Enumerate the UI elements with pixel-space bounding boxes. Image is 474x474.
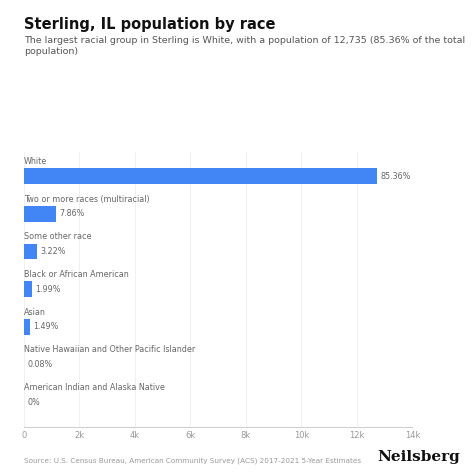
Text: 7.86%: 7.86% [60, 210, 85, 219]
Text: 3.22%: 3.22% [40, 247, 66, 256]
Text: 0%: 0% [27, 398, 40, 407]
Text: Two or more races (multiracial): Two or more races (multiracial) [24, 195, 149, 204]
Text: 1.99%: 1.99% [35, 285, 61, 293]
Text: Source: U.S. Census Bureau, American Community Survey (ACS) 2017-2021 5-Year Est: Source: U.S. Census Bureau, American Com… [24, 457, 361, 464]
Text: White: White [24, 157, 47, 166]
Bar [24, 281, 32, 297]
Text: Black or African American: Black or African American [24, 270, 128, 279]
Text: American Indian and Alaska Native: American Indian and Alaska Native [24, 383, 164, 392]
Text: Native Hawaiian and Other Pacific Islander: Native Hawaiian and Other Pacific Island… [24, 345, 195, 354]
Text: Some other race: Some other race [24, 232, 91, 241]
Bar [24, 319, 30, 335]
Bar [24, 206, 56, 222]
Text: Sterling, IL population by race: Sterling, IL population by race [24, 17, 275, 32]
Text: Asian: Asian [24, 308, 46, 317]
Bar [24, 244, 37, 259]
Text: Neilsberg: Neilsberg [377, 449, 460, 464]
Text: The largest racial group in Sterling is White, with a population of 12,735 (85.3: The largest racial group in Sterling is … [24, 36, 465, 56]
Bar [24, 168, 377, 184]
Text: 0.08%: 0.08% [27, 360, 53, 369]
Text: 85.36%: 85.36% [381, 172, 411, 181]
Text: 1.49%: 1.49% [33, 322, 59, 331]
